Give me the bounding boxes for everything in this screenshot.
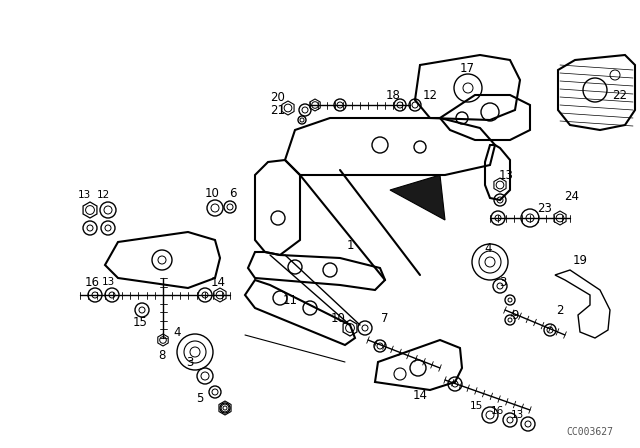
Text: 16: 16 (490, 406, 504, 416)
Text: 21: 21 (271, 103, 285, 116)
Text: 4: 4 (173, 326, 180, 339)
Text: 16: 16 (84, 276, 99, 289)
Text: 13: 13 (101, 277, 115, 287)
Text: 3: 3 (186, 356, 194, 369)
Text: 15: 15 (469, 401, 483, 411)
Text: 13: 13 (510, 410, 524, 420)
Text: CC003627: CC003627 (566, 427, 614, 437)
Text: 12: 12 (422, 89, 438, 102)
Text: 10: 10 (331, 311, 346, 324)
Text: 23: 23 (538, 202, 552, 215)
Polygon shape (390, 175, 445, 220)
Text: 20: 20 (271, 90, 285, 103)
Text: 18: 18 (385, 89, 401, 102)
Text: 10: 10 (205, 186, 220, 199)
Text: 17: 17 (460, 61, 474, 74)
Text: 14: 14 (211, 276, 225, 289)
Text: 6: 6 (229, 186, 237, 199)
Text: 4: 4 (484, 241, 492, 254)
Text: 14: 14 (413, 388, 428, 401)
Text: 13: 13 (77, 190, 91, 200)
Text: 13: 13 (499, 168, 513, 181)
Text: 12: 12 (97, 190, 109, 200)
Text: 19: 19 (573, 254, 588, 267)
Text: 3: 3 (499, 276, 507, 289)
Text: 11: 11 (282, 293, 298, 306)
Text: 8: 8 (158, 349, 166, 362)
Text: 24: 24 (564, 190, 579, 202)
Text: 7: 7 (381, 311, 388, 324)
Text: 22: 22 (612, 89, 627, 102)
Text: 1: 1 (346, 238, 354, 251)
Text: 15: 15 (132, 315, 147, 328)
Text: 9: 9 (511, 309, 519, 322)
Text: 2: 2 (556, 303, 564, 316)
Text: 5: 5 (196, 392, 204, 405)
